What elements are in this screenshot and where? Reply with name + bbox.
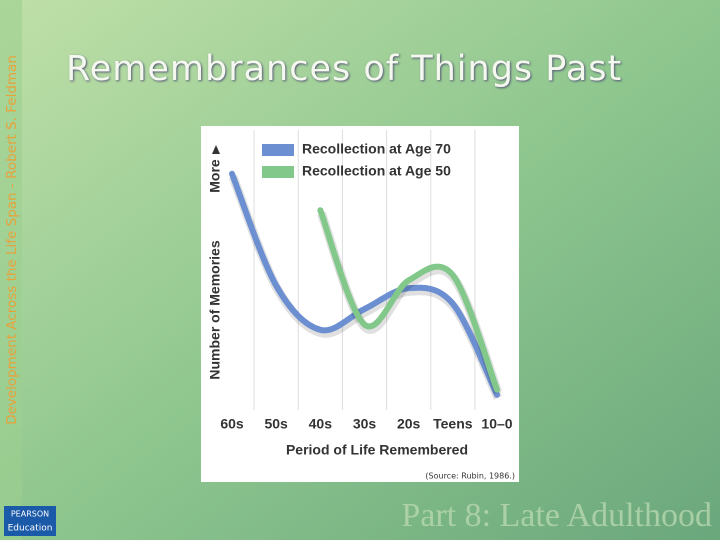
x-axis-label: Period of Life Remembered [286,442,468,458]
logo [4,506,56,536]
x-tick-label: 50s [264,416,288,432]
x-tick-label: Teens [433,416,473,432]
y-arrow-label: More [207,159,223,193]
legend-label: Recollection at Age 70 [302,141,451,157]
side-band [0,0,22,540]
y-arrow [212,145,220,154]
logo-bottom: Education [8,524,53,534]
legend-label: Recollection at Age 50 [302,163,451,179]
series-line [229,170,500,398]
x-tick-label: 60s [220,416,244,432]
side-text: Development Across the Life Span - Rober… [4,55,20,425]
x-tick-label: 10–0 [481,416,512,432]
x-tick-label: 20s [397,416,421,432]
footer: Part 8: Late Adulthood [401,497,712,534]
slide-title: Remembrances of Things Past [66,49,622,89]
source: (Source: Rubin, 1986.) [425,472,515,481]
legend-swatch [262,166,294,178]
logo-top: PEARSON [11,510,49,519]
y-axis-label: Number of Memories [207,240,223,379]
x-tick-label: 30s [353,416,377,432]
plot [228,130,503,410]
x-tick-label: 40s [309,416,333,432]
legend-swatch [262,144,294,156]
series-line [317,207,500,393]
